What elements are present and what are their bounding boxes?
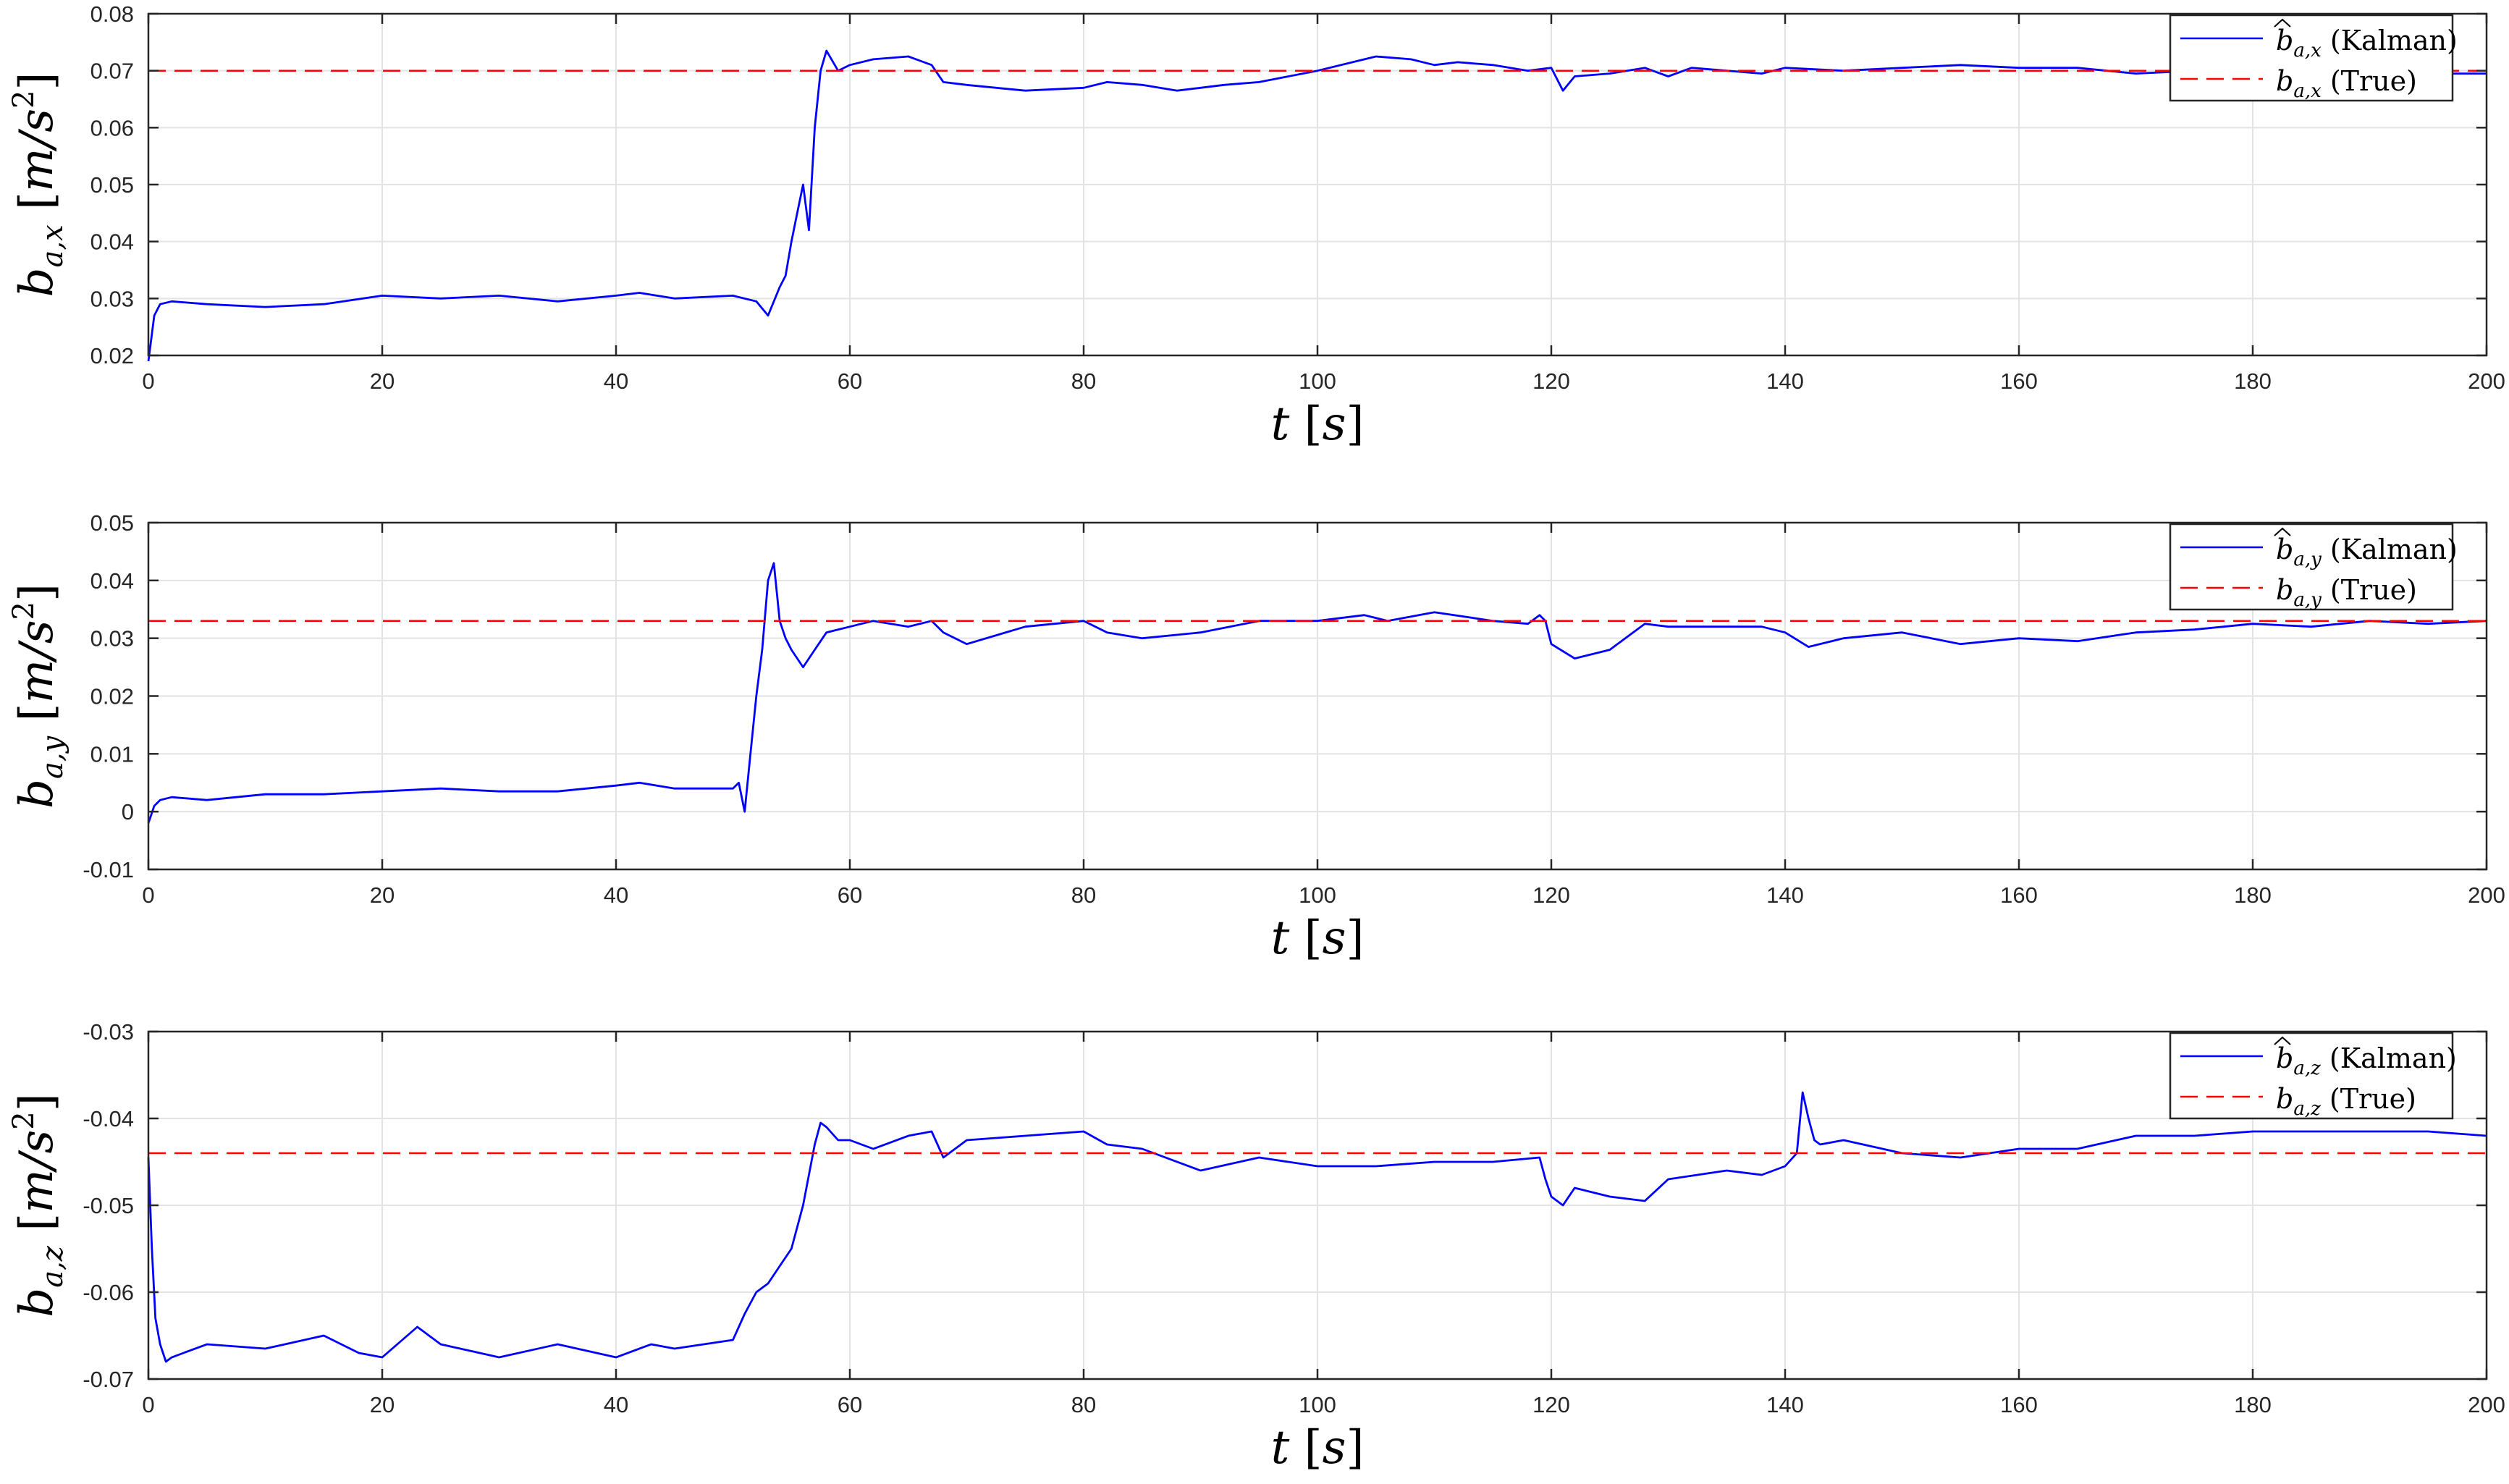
x-tick-label: 60 xyxy=(838,882,862,908)
x-tick-label: 180 xyxy=(2234,882,2272,908)
x-tick-label: 120 xyxy=(1532,1392,1570,1417)
x-tick-label: 80 xyxy=(1071,1392,1096,1417)
x-tick-label: 160 xyxy=(2000,882,2038,908)
series-kalman-line xyxy=(147,49,2487,362)
x-tick-label: 20 xyxy=(370,368,395,394)
legend-label: ba,z (Kalman) xyxy=(2276,1042,2457,1079)
y-tick-label: -0.05 xyxy=(83,1193,134,1218)
y-tick-label: 0.06 xyxy=(90,115,134,140)
x-tick-label: 0 xyxy=(142,368,154,394)
x-tick-label: 40 xyxy=(604,368,628,394)
y-tick-label: 0.03 xyxy=(90,626,134,652)
y-tick-label: 0.02 xyxy=(90,684,134,709)
legend-box xyxy=(2169,523,2454,611)
chart-panel-1: 0 20 40 60 80 100 120 140 160 180 200 0.02 0.03 0.04 0… xyxy=(7,1,2505,451)
y-tick-label: 0.04 xyxy=(90,568,134,594)
legend-label: ba,y (True) xyxy=(2276,574,2417,611)
x-tick-label: 20 xyxy=(370,882,395,908)
x-tick-label: 20 xyxy=(370,1392,395,1417)
x-tick-label: 100 xyxy=(1299,882,1336,908)
x-tick-label: 40 xyxy=(604,1392,628,1417)
legend-item-kalman: ba,z (Kalman) xyxy=(2180,1036,2457,1079)
legend: ba,y (Kalman) ba,y (True) xyxy=(2169,523,2458,611)
series-kalman-line xyxy=(147,1091,2487,1363)
hat-accent xyxy=(2274,1036,2291,1045)
x-tick-label: 200 xyxy=(2468,1392,2505,1417)
x-tick-label: 120 xyxy=(1532,882,1570,908)
x-tick-label: 200 xyxy=(2468,882,2505,908)
y-tick-label: 0.01 xyxy=(90,741,134,767)
x-tick-label: 40 xyxy=(604,882,628,908)
x-tick-label: 100 xyxy=(1299,368,1336,394)
y-tick-label: 0.03 xyxy=(90,286,134,311)
legend-label: ba,x (True) xyxy=(2276,65,2417,102)
x-tick-label: 160 xyxy=(2000,1392,2038,1417)
x-tick-label: 100 xyxy=(1299,1392,1336,1417)
x-axis-label: t [s] xyxy=(1271,397,1365,451)
legend-box xyxy=(2169,1032,2454,1120)
x-tick-label: 60 xyxy=(838,368,862,394)
hat-accent xyxy=(2274,18,2291,28)
x-tick-label: 140 xyxy=(1766,882,1804,908)
y-tick-label: 0.05 xyxy=(90,510,134,536)
chart-panel-2: 0 20 40 60 80 100 120 140 160 180 200 -0.01 0 0.01 0.0… xyxy=(7,510,2505,965)
y-tick-label: -0.03 xyxy=(83,1019,134,1045)
legend-item-kalman: ba,y (Kalman) xyxy=(2180,527,2458,570)
y-tick-label: 0.02 xyxy=(90,343,134,368)
x-axis-label: t [s] xyxy=(1271,911,1365,965)
y-tick-label: -0.04 xyxy=(83,1106,134,1131)
y-tick-label: -0.07 xyxy=(83,1367,134,1392)
x-tick-label: 200 xyxy=(2468,368,2505,394)
legend-item-true: ba,x (True) xyxy=(2180,65,2417,102)
x-tick-label: 80 xyxy=(1071,882,1096,908)
x-tick-label: 140 xyxy=(1766,368,1804,394)
series-kalman-line xyxy=(147,562,2487,824)
y-tick-label: 0.07 xyxy=(90,59,134,84)
y-tick-label: -0.06 xyxy=(83,1280,134,1305)
chart-panel-3: 0 20 40 60 80 100 120 140 160 180 200 -0.07 -0.06 -0.… xyxy=(7,1019,2505,1475)
hat-accent xyxy=(2274,527,2291,536)
x-tick-label: 80 xyxy=(1071,368,1096,394)
x-tick-label: 180 xyxy=(2234,1392,2272,1417)
legend-item-kalman: ba,x (Kalman) xyxy=(2180,18,2458,62)
x-tick-label: 140 xyxy=(1766,1392,1804,1417)
legend-label: ba,x (Kalman) xyxy=(2276,25,2458,62)
x-tick-label: 180 xyxy=(2234,368,2272,394)
y-tick-label: 0.08 xyxy=(90,1,134,27)
x-axis-label: t [s] xyxy=(1271,1421,1365,1475)
legend-label: ba,z (True) xyxy=(2276,1083,2416,1120)
x-tick-label: 0 xyxy=(142,1392,154,1417)
legend-item-true: ba,z (True) xyxy=(2180,1083,2416,1120)
y-axis-label: ba,y [m/s2] xyxy=(7,583,69,809)
y-axis-label: ba,x [m/s2] xyxy=(7,72,69,298)
legend-box xyxy=(2169,14,2454,102)
x-tick-label: 120 xyxy=(1532,368,1570,394)
legend: ba,x (Kalman)ba,x (True) xyxy=(2169,14,2458,102)
y-tick-label: 0.05 xyxy=(90,172,134,198)
y-tick-label: 0 xyxy=(122,799,134,825)
y-tick-label: 0.04 xyxy=(90,229,134,255)
legend: ba,z (Kalman) ba,z (True) xyxy=(2169,1032,2457,1120)
x-tick-label: 0 xyxy=(142,882,154,908)
y-axis-label: ba,z [m/s2] xyxy=(7,1093,69,1317)
x-tick-label: 160 xyxy=(2000,368,2038,394)
y-tick-label: -0.01 xyxy=(83,857,134,882)
x-tick-label: 60 xyxy=(838,1392,862,1417)
legend-item-true: ba,y (True) xyxy=(2180,574,2417,611)
legend-label: ba,y (Kalman) xyxy=(2276,534,2458,570)
